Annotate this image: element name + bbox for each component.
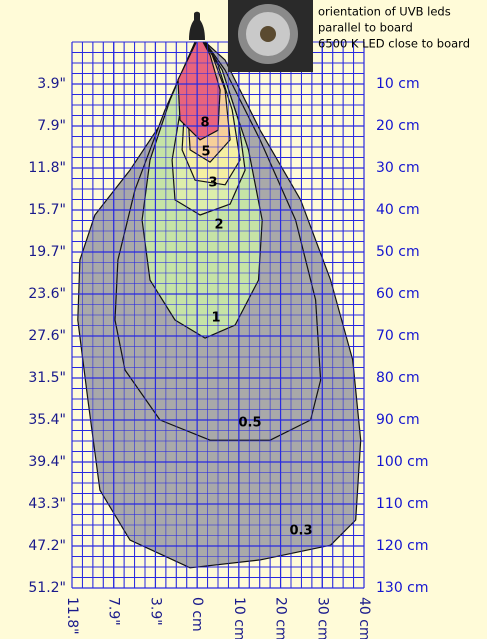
- y-tick-label: 11.8": [28, 160, 66, 176]
- y2-tick-label: 40 cm: [376, 202, 420, 218]
- x-tick-label: 40 cm: [356, 597, 372, 639]
- y2-tick-label: 110 cm: [376, 496, 429, 512]
- y2-tick-label: 60 cm: [376, 286, 420, 302]
- y2-tick-label: 100 cm: [376, 454, 429, 470]
- annotation: parallel to board: [318, 21, 413, 35]
- contour-label: 0.3: [289, 524, 312, 539]
- contour-label: 8: [200, 116, 209, 131]
- x-tick-label: 0 cm: [189, 597, 205, 632]
- y-tick-label: 7.9": [37, 118, 66, 134]
- y-tick-label: 31.5": [28, 370, 66, 386]
- y-tick-label: 51.2": [28, 580, 66, 596]
- y-tick-label: 19.7": [28, 244, 66, 260]
- x-tick-label: 11.8": [64, 597, 80, 635]
- y2-tick-label: 30 cm: [376, 160, 420, 176]
- grid-overlay: [71, 41, 365, 589]
- y2-tick-label: 50 cm: [376, 244, 420, 260]
- x-tick-label: 3.9": [147, 597, 163, 626]
- annotation: orientation of UVB leds: [318, 5, 451, 19]
- y-tick-label: 43.3": [28, 496, 66, 512]
- photo: [228, 0, 313, 72]
- y-tick-label: 39.4": [28, 454, 66, 470]
- y-tick-label: 3.9": [37, 76, 66, 92]
- y-tick-label: 27.6": [28, 328, 66, 344]
- x-tick-label: 20 cm: [273, 597, 289, 639]
- y2-tick-label: 120 cm: [376, 538, 429, 554]
- y2-tick-label: 130 cm: [376, 580, 429, 596]
- x-tick-label: 30 cm: [314, 597, 330, 639]
- labels: 0.3 0.5 1 2 3 5 8: [200, 116, 312, 539]
- y2-tick-label: 90 cm: [376, 412, 420, 428]
- y-tick-label: 23.6": [28, 286, 66, 302]
- y-tick-label: 47.2": [28, 538, 66, 554]
- contour-label: 0.5: [238, 416, 261, 431]
- x-tick-label: 7.9": [106, 597, 122, 626]
- y2-tick-label: 80 cm: [376, 370, 420, 386]
- y2-tick-label: 20 cm: [376, 118, 420, 134]
- contour-label: 5: [201, 145, 210, 160]
- annotation: 6500 K LED close to board: [318, 37, 470, 51]
- y-tick-label: 35.4": [28, 412, 66, 428]
- y-tick-label: 15.7": [28, 202, 66, 218]
- contour-label: 2: [214, 218, 223, 233]
- y2-tick-label: 70 cm: [376, 328, 420, 344]
- lamp: [189, 11, 205, 40]
- contour-label: 3: [208, 176, 217, 191]
- x-tick-label: 10 cm: [231, 597, 247, 639]
- y2-tick-label: 10 cm: [376, 76, 420, 92]
- contour-label: 1: [211, 311, 220, 326]
